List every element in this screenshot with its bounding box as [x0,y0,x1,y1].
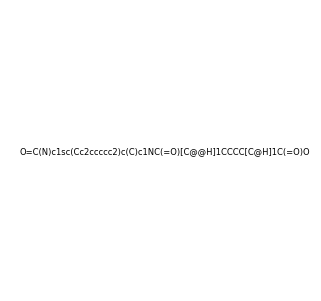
Text: O=C(N)c1sc(Cc2ccccc2)c(C)c1NC(=O)[C@@H]1CCCC[C@H]1C(=O)O: O=C(N)c1sc(Cc2ccccc2)c(C)c1NC(=O)[C@@H]1… [19,147,310,157]
